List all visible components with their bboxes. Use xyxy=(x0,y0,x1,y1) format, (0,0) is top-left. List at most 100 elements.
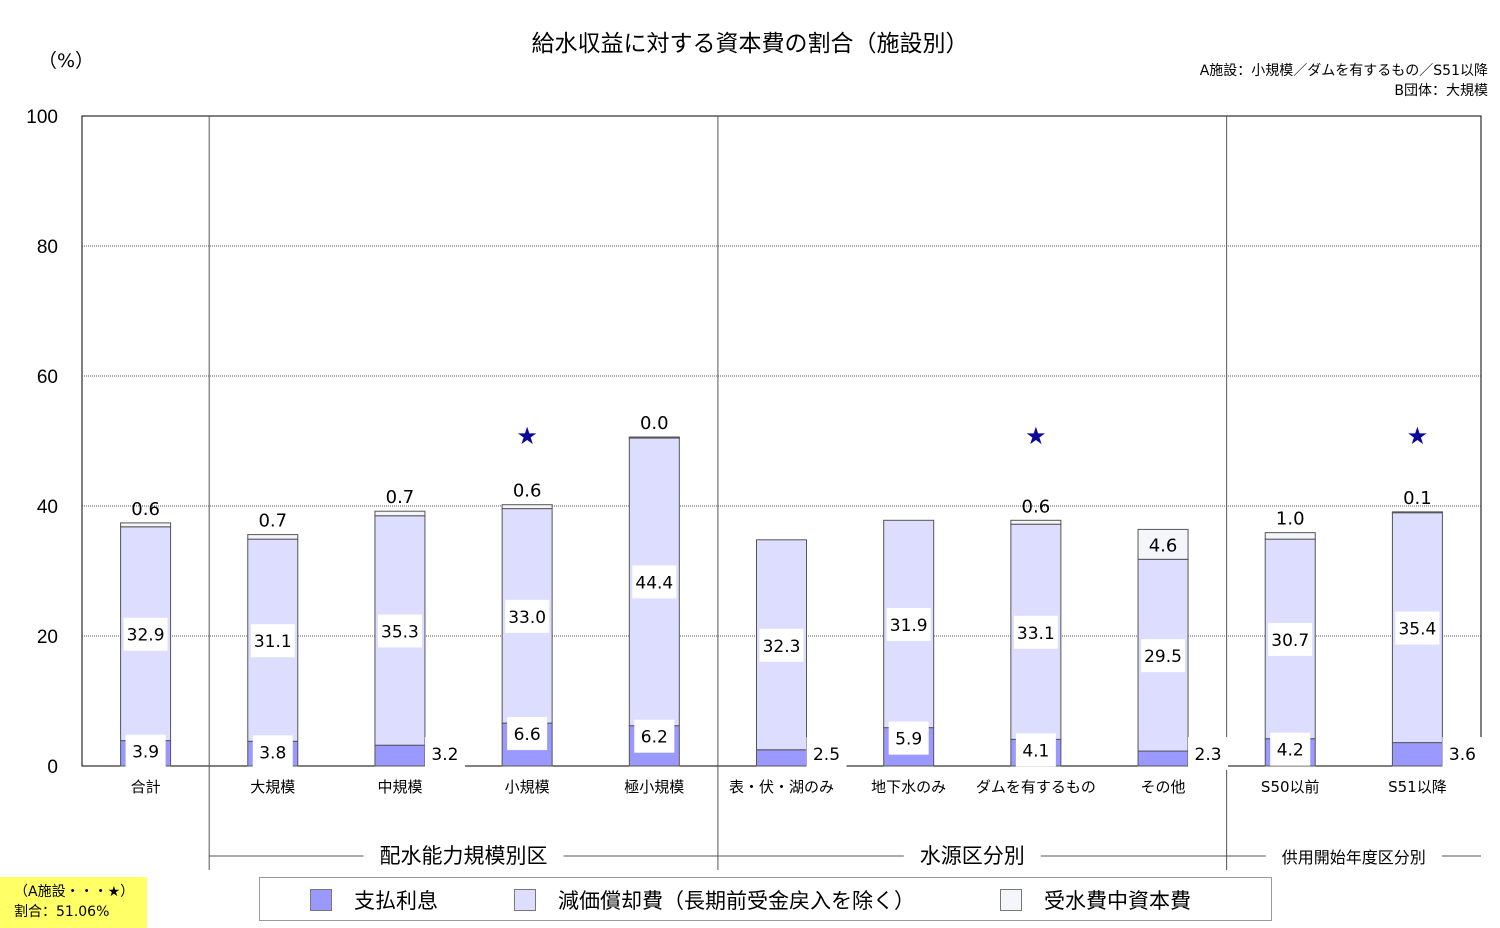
value-label-interest-bg xyxy=(125,734,166,768)
value-label-depreciation-bg xyxy=(123,617,168,651)
value-label-interest-bg xyxy=(1188,737,1229,770)
value-label-purchased: 0.6 xyxy=(513,481,542,502)
value-label-depreciation-bg xyxy=(1395,611,1440,645)
legend-label-interest: 支払利息 xyxy=(354,889,438,913)
value-label-interest: 6.6 xyxy=(514,725,541,745)
value-label-purchased: 0.6 xyxy=(1022,496,1051,517)
y-tick-label: 40 xyxy=(37,497,58,518)
value-label-depreciation-bg xyxy=(250,624,295,658)
value-label-depreciation-bg xyxy=(1013,615,1058,649)
legend-swatch-purchased xyxy=(1000,889,1022,911)
bar-segment-interest xyxy=(374,744,426,767)
x-category-label: ダムを有するもの xyxy=(976,778,1096,796)
callout-line-2: 割合：51.06% xyxy=(14,904,110,920)
note-b-organization: B団体：大規模 xyxy=(1394,83,1488,99)
value-label-interest: 2.5 xyxy=(813,745,840,765)
bar-segment-purchased xyxy=(374,510,426,517)
bar-segment-purchased xyxy=(1264,532,1316,540)
value-label-interest-bg xyxy=(507,717,548,751)
chart-title: 給水収益に対する資本費の割合（施設別） xyxy=(531,31,969,57)
value-label-depreciation: 32.3 xyxy=(763,637,801,657)
value-label-interest: 3.9 xyxy=(132,743,159,763)
bar-segment-purchased xyxy=(247,534,299,540)
value-label-interest: 6.2 xyxy=(641,728,668,748)
callout-line-1: （A施設・・・★） xyxy=(14,884,135,900)
x-category-label: 小規模 xyxy=(505,778,550,796)
y-tick-label: 100 xyxy=(26,107,58,128)
value-label-interest-bg xyxy=(888,721,929,755)
y-tick-label: 80 xyxy=(37,237,58,258)
value-label-depreciation-bg xyxy=(886,607,931,641)
group-label: 配水能力規模別区 xyxy=(380,844,548,868)
x-category-label: 極小規模 xyxy=(624,778,684,796)
value-label-depreciation-bg xyxy=(759,628,804,662)
legend-item-depreciation: 減価償却費（長期前受金戻入を除く） xyxy=(514,888,915,913)
value-label-interest: 5.9 xyxy=(895,730,922,750)
legend-item-interest: 支払利息 xyxy=(310,888,438,913)
bar-segment-purchased xyxy=(1137,528,1189,560)
value-label-purchased: 1.0 xyxy=(1276,509,1305,530)
value-label-interest: 3.8 xyxy=(259,743,286,763)
x-category-label: 大規模 xyxy=(250,778,295,796)
bar-segment-interest xyxy=(1391,742,1443,767)
value-label-depreciation: 32.9 xyxy=(127,626,165,646)
value-label-depreciation: 33.1 xyxy=(1017,624,1055,644)
value-label-purchased: 0.6 xyxy=(131,499,160,520)
value-label-interest: 3.2 xyxy=(431,745,458,765)
y-axis-unit: （%） xyxy=(38,50,95,72)
value-label-interest: 2.3 xyxy=(1195,745,1222,765)
legend-label-purchased: 受水費中資本費 xyxy=(1044,889,1191,913)
value-label-interest: 4.2 xyxy=(1277,741,1304,761)
value-label-depreciation: 35.3 xyxy=(381,622,419,642)
y-tick-label: 0 xyxy=(47,757,58,778)
star-callout: （A施設・・・★） 割合：51.06% xyxy=(0,877,147,928)
star-marker: ★ xyxy=(1407,422,1429,450)
value-label-interest-bg xyxy=(424,737,465,770)
value-label-depreciation: 44.4 xyxy=(635,573,673,593)
bar-segment-interest xyxy=(756,749,807,767)
value-label-purchased: 0.7 xyxy=(258,511,287,532)
y-tick-label: 60 xyxy=(37,367,58,388)
x-category-label: S51以降 xyxy=(1388,778,1447,796)
legend: 支払利息 減価償却費（長期前受金戻入を除く） 受水費中資本費 xyxy=(259,877,1272,921)
bar-segment-purchased xyxy=(120,522,172,528)
legend-swatch-interest xyxy=(310,889,332,911)
bar-segment-purchased xyxy=(1010,519,1062,525)
value-label-interest-bg xyxy=(1015,733,1056,767)
value-label-depreciation-bg xyxy=(1141,639,1186,673)
value-label-depreciation: 31.1 xyxy=(254,632,292,652)
group-label: 水源区分別 xyxy=(920,844,1025,868)
star-marker: ★ xyxy=(516,422,538,450)
value-label-purchased: 0.1 xyxy=(1403,488,1432,509)
bar-segment-interest xyxy=(1137,750,1189,767)
x-category-label: 中規模 xyxy=(377,778,422,796)
x-category-label: 表・伏・湖のみ xyxy=(729,778,834,796)
x-category-label: 合計 xyxy=(131,778,161,796)
value-label-interest: 3.6 xyxy=(1449,745,1476,765)
star-marker: ★ xyxy=(1025,422,1047,450)
x-category-label: S50以前 xyxy=(1261,778,1320,796)
value-label-depreciation: 30.7 xyxy=(1271,631,1309,651)
bar-segment-purchased xyxy=(628,436,680,439)
x-category-label: その他 xyxy=(1141,778,1186,796)
value-label-purchased: 0.0 xyxy=(640,413,669,434)
bar-segment-purchased xyxy=(1391,511,1443,514)
legend-label-depreciation: 減価償却費（長期前受金戻入を除く） xyxy=(558,889,915,913)
y-tick-label: 20 xyxy=(37,627,58,648)
legend-item-purchased: 受水費中資本費 xyxy=(1000,888,1191,913)
legend-swatch-depreciation xyxy=(514,889,536,911)
value-label-purchased: 4.6 xyxy=(1149,535,1178,556)
value-label-depreciation-bg xyxy=(1268,622,1313,656)
value-label-depreciation-bg xyxy=(377,614,422,648)
value-label-depreciation: 29.5 xyxy=(1144,647,1182,667)
value-label-interest-bg xyxy=(1442,737,1483,770)
value-label-purchased: 0.7 xyxy=(386,487,415,508)
value-label-interest: 4.1 xyxy=(1022,741,1049,761)
value-label-depreciation: 35.4 xyxy=(1398,620,1436,640)
value-label-interest-bg xyxy=(252,735,293,769)
value-label-interest-bg xyxy=(806,737,847,770)
value-label-depreciation: 33.0 xyxy=(508,608,546,628)
x-category-label: 地下水のみ xyxy=(871,778,946,796)
value-label-depreciation-bg xyxy=(505,599,550,633)
